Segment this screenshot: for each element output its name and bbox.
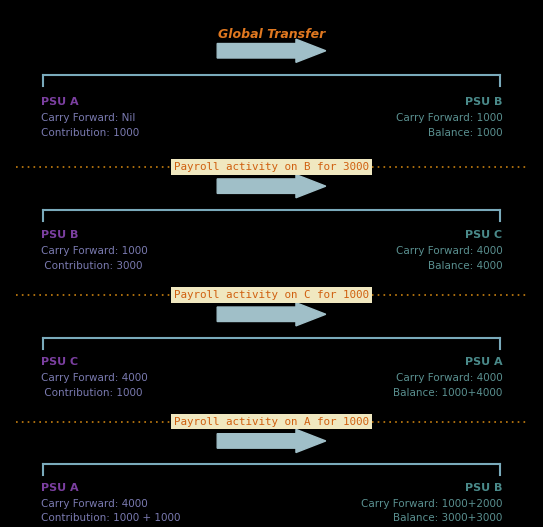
Text: PSU C: PSU C <box>465 230 502 240</box>
Text: Carry Forward: Nil: Carry Forward: Nil <box>41 113 135 123</box>
Text: PSU A: PSU A <box>41 96 78 106</box>
FancyArrow shape <box>217 174 326 198</box>
Text: PSU C: PSU C <box>41 357 78 367</box>
Text: Global Transfer: Global Transfer <box>218 28 325 41</box>
FancyArrow shape <box>217 39 326 62</box>
Text: Payroll activity on B for 3000: Payroll activity on B for 3000 <box>174 162 369 172</box>
Text: Balance: 4000: Balance: 4000 <box>428 260 502 270</box>
Text: Global Transfer: Global Transfer <box>218 163 325 176</box>
Text: Global Transfer: Global Transfer <box>218 418 325 431</box>
Text: PSU B: PSU B <box>465 96 502 106</box>
Text: Carry Forward: 4000: Carry Forward: 4000 <box>395 373 502 383</box>
Text: Carry Forward: 1000: Carry Forward: 1000 <box>395 113 502 123</box>
Text: Carry Forward: 1000+2000: Carry Forward: 1000+2000 <box>361 499 502 509</box>
Text: Payroll activity on C for 1000: Payroll activity on C for 1000 <box>174 290 369 300</box>
Text: Carry Forward: 4000: Carry Forward: 4000 <box>41 499 148 509</box>
Text: Carry Forward: 4000: Carry Forward: 4000 <box>41 373 148 383</box>
Text: Balance: 1000+4000: Balance: 1000+4000 <box>393 388 502 398</box>
FancyArrow shape <box>217 430 326 453</box>
Text: PSU B: PSU B <box>41 230 78 240</box>
Text: Global Transfer: Global Transfer <box>218 291 325 304</box>
Text: Carry Forward: 1000: Carry Forward: 1000 <box>41 246 148 256</box>
Text: Contribution: 1000: Contribution: 1000 <box>41 388 142 398</box>
Text: Balance: 3000+3000: Balance: 3000+3000 <box>393 513 502 523</box>
Text: Payroll activity on A for 1000: Payroll activity on A for 1000 <box>174 417 369 426</box>
Text: Contribution: 1000: Contribution: 1000 <box>41 128 139 138</box>
Text: Carry Forward: 4000: Carry Forward: 4000 <box>395 246 502 256</box>
Text: PSU B: PSU B <box>465 483 502 493</box>
Text: Balance: 1000: Balance: 1000 <box>428 128 502 138</box>
Text: PSU A: PSU A <box>41 483 78 493</box>
FancyArrow shape <box>217 302 326 326</box>
Text: Contribution: 3000: Contribution: 3000 <box>41 260 142 270</box>
Text: PSU A: PSU A <box>465 357 502 367</box>
Text: Contribution: 1000 + 1000: Contribution: 1000 + 1000 <box>41 513 180 523</box>
